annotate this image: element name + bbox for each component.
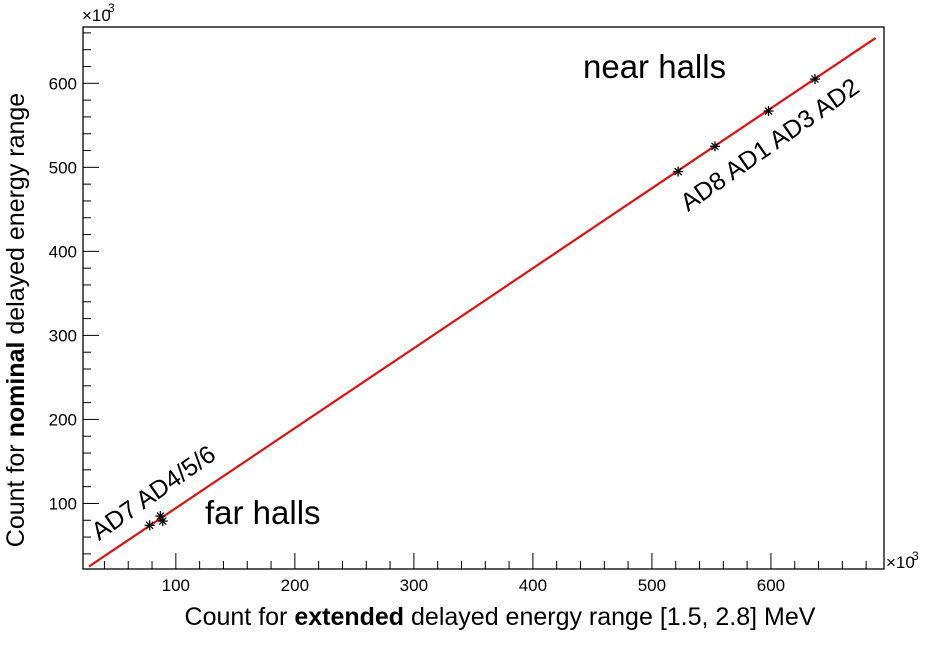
far-detectors-label: AD7 AD4/5/6 xyxy=(86,440,220,546)
svg-text:×10: ×10 xyxy=(82,6,111,25)
data-point xyxy=(157,516,168,527)
svg-text:3: 3 xyxy=(108,1,115,15)
near-detectors-label: AD8 AD1 AD3 AD2 xyxy=(675,73,864,217)
x-axis-label: Count for extended delayed energy range … xyxy=(185,603,816,631)
near-halls-label: near halls xyxy=(583,48,726,85)
y-tick-label: 600 xyxy=(49,74,77,93)
data-point xyxy=(709,141,720,152)
y-tick-label: 500 xyxy=(49,158,77,177)
far-halls-label: far halls xyxy=(205,494,321,531)
data-point xyxy=(763,106,774,117)
x-tick-label: 400 xyxy=(519,576,547,595)
x-tick-label: 100 xyxy=(162,576,190,595)
svg-text:3: 3 xyxy=(912,549,919,563)
data-point xyxy=(144,520,155,531)
fit-line xyxy=(88,37,877,568)
y-axis-multiplier: ×10 3 xyxy=(82,1,115,25)
x-tick-label: 200 xyxy=(281,576,309,595)
x-tick-label: 600 xyxy=(757,576,785,595)
y-axis-label: Count for nominal delayed energy range xyxy=(2,93,30,547)
data-point xyxy=(673,166,684,177)
data-points xyxy=(144,74,820,531)
axis-ticks xyxy=(83,32,867,569)
x-tick-label: 300 xyxy=(400,576,428,595)
y-tick-label: 300 xyxy=(49,326,77,345)
axis-tick-labels: 100 200 300 400 500 600 100 200 300 400 500 600 xyxy=(49,74,785,595)
y-tick-label: 100 xyxy=(49,494,77,513)
x-axis-multiplier: ×10 3 xyxy=(886,549,919,572)
data-point xyxy=(809,74,820,85)
y-tick-label: 400 xyxy=(49,242,77,261)
svg-text:×10: ×10 xyxy=(886,553,915,572)
plot-frame xyxy=(82,26,885,570)
y-tick-label: 200 xyxy=(49,410,77,429)
x-tick-label: 500 xyxy=(638,576,666,595)
